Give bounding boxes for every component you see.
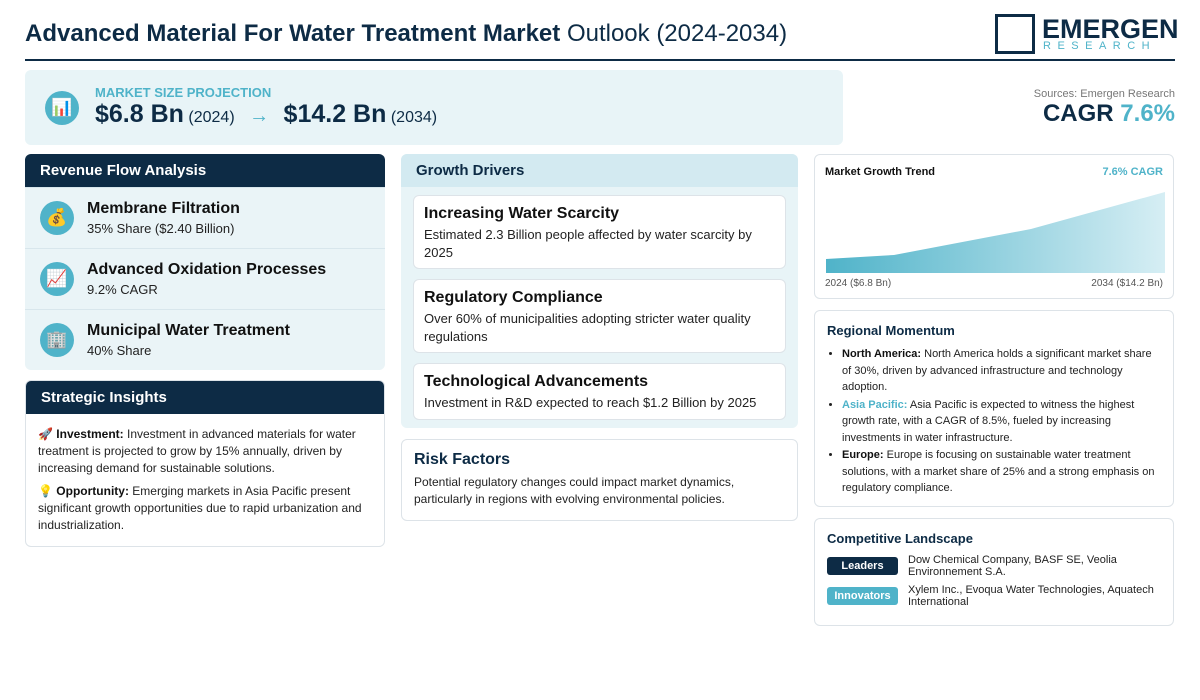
region-text: Europe is focusing on sustainable water … bbox=[842, 449, 1155, 494]
driver-title: Regulatory Compliance bbox=[424, 289, 603, 306]
insight: 💡 Opportunity: Emerging markets in Asia … bbox=[38, 483, 372, 534]
trend-card: Market Growth Trend 7.6% CAGR 2024 ($6.8… bbox=[814, 154, 1174, 299]
item-detail: 40% Share bbox=[87, 343, 152, 358]
icon: 💰 bbox=[40, 201, 74, 235]
insight-label: Investment: bbox=[56, 427, 124, 441]
card-title: Competitive Landscape bbox=[827, 531, 973, 546]
revenue-card: Revenue Flow Analysis 💰 Membrane Filtrati… bbox=[25, 154, 385, 370]
drivers-card: Growth Drivers Increasing Water Scarcity… bbox=[401, 154, 798, 428]
revenue-item: 🏢 Municipal Water Treatment 40% Share bbox=[25, 309, 385, 370]
competitive-card: Competitive Landscape Leaders Dow Chemica… bbox=[814, 518, 1174, 626]
driver-card: Increasing Water Scarcity Estimated 2.3 B… bbox=[413, 195, 786, 269]
area bbox=[826, 192, 1165, 273]
driver-title: Increasing Water Scarcity bbox=[424, 205, 620, 222]
icon: 🚀 bbox=[38, 427, 53, 441]
rule bbox=[25, 59, 1175, 61]
year: (2024) bbox=[188, 109, 235, 126]
insight: 🚀 Investment: Investment in advanced mat… bbox=[38, 426, 372, 477]
title-bold: Advanced Material For Water Treatment Ma… bbox=[25, 20, 561, 47]
value: $6.8 Bn bbox=[95, 100, 184, 128]
card-title: Growth Drivers bbox=[401, 154, 798, 187]
region-item: Asia Pacific: Asia Pacific is expected t… bbox=[842, 397, 1161, 447]
item-name: Advanced Oxidation Processes bbox=[87, 261, 327, 278]
revenue-item: 💰 Membrane Filtration 35% Share ($2.40 Bil… bbox=[25, 187, 385, 248]
companies: Dow Chemical Company, BASF SE, Veolia En… bbox=[908, 554, 1117, 578]
regional-card: Regional Momentum North America: North A… bbox=[814, 310, 1174, 507]
insights-card: Strategic Insights 🚀 Investment: Investm… bbox=[25, 380, 385, 547]
projection-box: 📊 MARKET SIZE PROJECTION $6.8 Bn (2024) … bbox=[25, 70, 843, 145]
cagr: CAGR 7.6% bbox=[1043, 100, 1175, 128]
badge: 7.6% CAGR bbox=[1102, 166, 1163, 178]
icon: 💡 bbox=[38, 484, 53, 498]
driver-card: Technological Advancements Investment in … bbox=[413, 363, 786, 420]
insight-text: Investment in advanced materials for wat… bbox=[38, 427, 356, 475]
tag: Innovators bbox=[827, 587, 898, 605]
start-label: 2024 ($6.8 Bn) bbox=[825, 278, 892, 289]
arrow: → bbox=[249, 105, 270, 127]
driver-text: Over 60% of municipalities adopting stri… bbox=[424, 311, 751, 344]
driver-text: Estimated 2.3 Billion people affected by… bbox=[424, 227, 752, 260]
icon: 📊 bbox=[45, 91, 79, 125]
region-item: North America: North America holds a sig… bbox=[842, 346, 1161, 396]
region-text: North America holds a significant market… bbox=[842, 348, 1152, 393]
insight-label: Opportunity: bbox=[56, 484, 129, 498]
icon: 🏢 bbox=[40, 323, 74, 357]
label: MARKET SIZE PROJECTION bbox=[95, 85, 272, 100]
item-name: Municipal Water Treatment bbox=[87, 322, 290, 339]
region-name: Europe: bbox=[842, 449, 884, 461]
title-rest: Outlook (2024-2034) bbox=[566, 20, 788, 47]
cagr-label: CAGR bbox=[1042, 100, 1114, 127]
item-detail: 35% Share ($2.40 Billion) bbox=[87, 221, 235, 236]
item-name: Membrane Filtration bbox=[87, 200, 240, 217]
card-title: Strategic Insights bbox=[26, 381, 384, 414]
driver-title: Technological Advancements bbox=[424, 373, 649, 390]
companies: Xylem Inc., Evoqua Water Technologies, A… bbox=[908, 584, 1154, 608]
logo-subtext: RESEARCH bbox=[1043, 40, 1157, 52]
driver-text: Investment in R&D expected to reach $1.2… bbox=[424, 395, 757, 410]
text: Potential regulatory changes could impac… bbox=[414, 475, 735, 506]
risk-card: Risk Factors Potential regulatory change… bbox=[401, 439, 798, 521]
tag: Leaders bbox=[827, 557, 898, 575]
region-name: North America: bbox=[842, 348, 922, 360]
trend-area bbox=[826, 192, 1165, 273]
competitor-row: Leaders Dow Chemical Company, BASF SE, Ve… bbox=[827, 554, 1161, 578]
title: Advanced Material For Water Treatment Ma… bbox=[25, 20, 787, 48]
insight-text: Emerging markets in Asia Pacific present… bbox=[38, 484, 362, 532]
value: $14.2 Bn bbox=[283, 100, 387, 128]
cagr-value: 7.6% bbox=[1120, 100, 1175, 127]
card-title: Risk Factors bbox=[414, 451, 511, 468]
values: $6.8 Bn (2024) → $14.2 Bn (2034) bbox=[95, 100, 437, 129]
driver-card: Regulatory Compliance Over 60% of municip… bbox=[413, 279, 786, 353]
logo-text: EMERGEN bbox=[1042, 14, 1179, 44]
icon: 📈 bbox=[40, 262, 74, 296]
region-name: Asia Pacific: bbox=[842, 398, 908, 411]
competitor-row: Innovators Xylem Inc., Evoqua Water Techn… bbox=[827, 584, 1161, 608]
region-item: Europe: Europe is focusing on sustainabl… bbox=[842, 447, 1161, 497]
card-title: Regional Momentum bbox=[827, 323, 955, 338]
item-detail: 9.2% CAGR bbox=[87, 282, 158, 297]
revenue-item: 📈 Advanced Oxidation Processes 9.2% CAGR bbox=[25, 248, 385, 309]
region-text: Asia Pacific is expected to witness the … bbox=[842, 398, 1135, 444]
sources: Sources: Emergen Research bbox=[1033, 88, 1175, 100]
year: (2034) bbox=[390, 109, 438, 126]
logo-mark bbox=[995, 14, 1035, 54]
card-title: Revenue Flow Analysis bbox=[25, 154, 385, 187]
end-label: 2034 ($14.2 Bn) bbox=[1091, 278, 1163, 289]
card-title: Market Growth Trend bbox=[825, 166, 936, 178]
